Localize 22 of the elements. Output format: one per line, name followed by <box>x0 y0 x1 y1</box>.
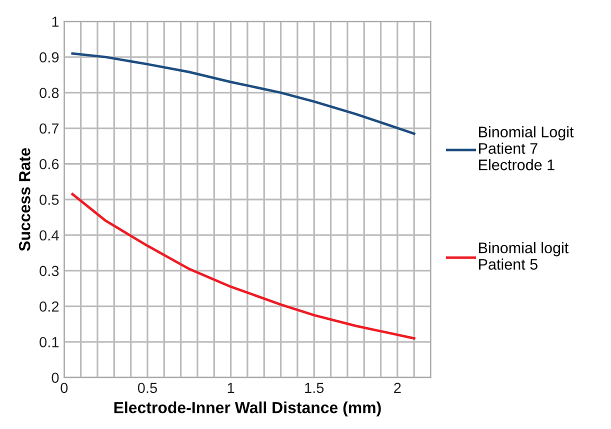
y-tick-label: 0.7 <box>40 123 59 134</box>
y-tick-label: 0 <box>52 372 59 383</box>
line-series <box>71 52 416 135</box>
legend-label: Binomial logit Patient 5 <box>479 242 569 270</box>
x-tick-label: 0.5 <box>138 382 157 394</box>
x-tick-label: 0 <box>60 382 68 394</box>
y-tick-label: 1 <box>52 16 59 27</box>
x-tick-label: 2 <box>394 382 401 393</box>
y-tick-label: 0.3 <box>40 266 59 276</box>
y-tick-label: 0.1 <box>40 337 59 348</box>
legend-label: Binomial Logit Patient 7 Electrode 1 <box>479 126 574 170</box>
x-tick-label: 1.5 <box>305 382 324 394</box>
y-tick-label: 0.9 <box>40 52 59 62</box>
y-tick-label: 0.4 <box>40 230 59 241</box>
x-tick-label: 1 <box>228 382 234 393</box>
line-series <box>71 192 416 340</box>
y-tick-label: 0.6 <box>40 158 59 170</box>
y-axis-title: Success Rate <box>19 148 30 251</box>
y-tick-label: 0.5 <box>40 194 59 205</box>
y-tick-label: 0.8 <box>40 88 59 98</box>
y-tick-label: 0.2 <box>40 301 59 312</box>
x-axis-title: Electrode-Inner Wall Distance (mm) <box>114 402 381 416</box>
